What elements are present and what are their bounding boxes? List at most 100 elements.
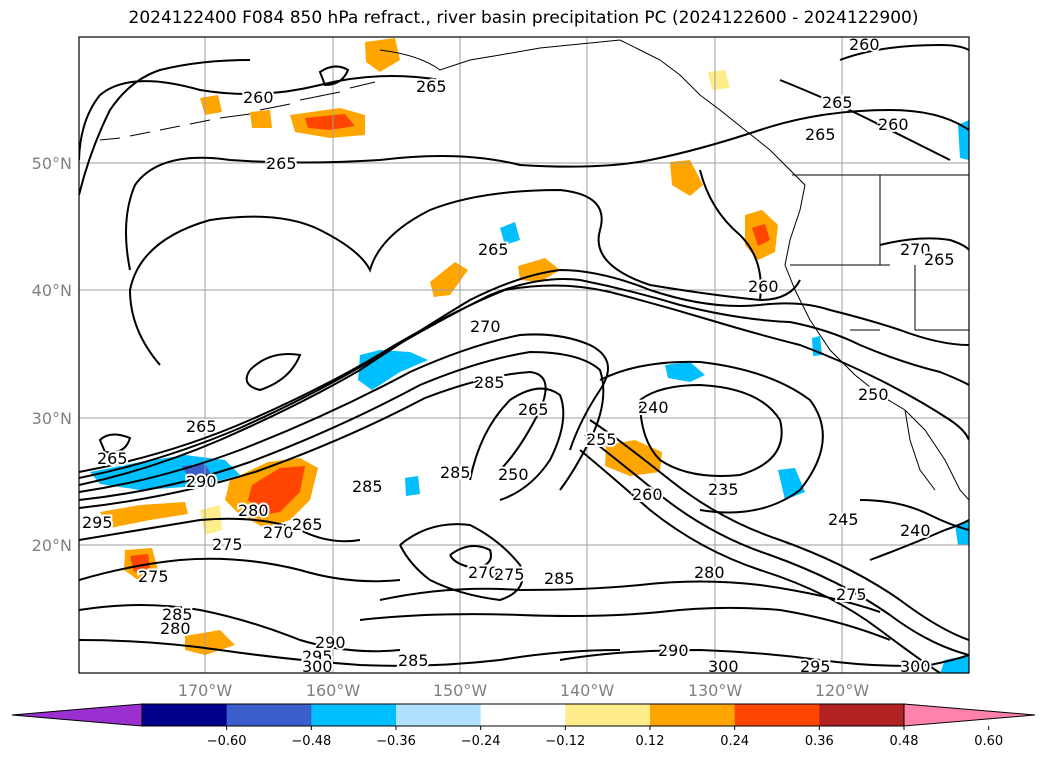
negative-anomaly-patch [958, 120, 969, 160]
strong-positive-anomaly-patch [752, 224, 770, 246]
contour-line [879, 237, 969, 251]
colorbar-tick-label: 0.36 [805, 734, 834, 749]
contour-line [79, 268, 969, 486]
latitude-labels: 50°N 40°N 30°N 20°N [32, 154, 72, 555]
contour-line [79, 75, 441, 161]
contour-line [79, 517, 361, 543]
colorbar-bin [819, 704, 905, 726]
colorbar-bin [734, 704, 820, 726]
contour-line [699, 169, 762, 301]
contour-label: 265 [292, 515, 323, 534]
contour-label: 260 [849, 35, 880, 54]
contour-line [379, 580, 881, 613]
contour-label: 265 [478, 240, 509, 259]
contour-label: 250 [858, 385, 889, 404]
contour-label: 250 [498, 465, 529, 484]
aleutian-islands [99, 81, 376, 141]
contour-label: 270 [468, 563, 499, 582]
colorbar-bin [311, 704, 397, 726]
longitude-labels: 170°W 160°W 150°W 140°W 130°W 120°W [178, 681, 870, 700]
contour-label: 240 [638, 398, 669, 417]
contour-line [79, 370, 547, 509]
colorbar-tick-label: 0.12 [636, 734, 665, 749]
contour-line [584, 434, 969, 656]
contour-label: 275 [212, 535, 243, 554]
coastlines [99, 39, 969, 501]
negative-anomaly-patch [665, 362, 705, 382]
contour-label: 290 [186, 472, 217, 491]
contour-label: 285 [352, 477, 383, 496]
alaska-coastline [379, 39, 806, 186]
positive-anomaly-patch [250, 110, 272, 128]
light-positive-anomaly-patch [708, 70, 730, 90]
contour-line [599, 360, 824, 514]
colorbar-tick-label: 0.48 [890, 734, 919, 749]
contour-label: 285 [398, 651, 429, 670]
contour-line [449, 545, 492, 570]
contour-label: 285 [162, 605, 193, 624]
contour-line [245, 353, 302, 392]
contour-label: 295 [800, 657, 831, 676]
colorbar-bin [480, 704, 566, 726]
contour-line [79, 59, 251, 196]
positive-anomaly-patch [100, 502, 188, 528]
contour-line [559, 648, 969, 667]
contour-line [469, 387, 565, 501]
contour-label: 245 [828, 510, 859, 529]
contour-label: 265 [186, 417, 217, 436]
colorbar-extend-high [903, 703, 1036, 727]
contour-label: 270 [900, 240, 931, 259]
contour-label: 255 [586, 430, 617, 449]
colorbar-bin [650, 704, 736, 726]
contour-label: 265 [822, 93, 853, 112]
contour-label: 285 [544, 569, 575, 588]
contour-label: 295 [302, 647, 333, 666]
contour-label: 285 [440, 463, 471, 482]
colorbar-tick-label: 0.60 [974, 734, 1003, 749]
contour-label: 265 [266, 154, 297, 173]
lon-label-170w: 170°W [178, 681, 233, 700]
colorbar-bin [142, 704, 228, 726]
colorbar-tick-label: −0.12 [545, 734, 585, 749]
colorbar-tick-label: −0.36 [376, 734, 416, 749]
contour-label: 290 [315, 633, 346, 652]
contour-label: 275 [138, 567, 169, 586]
negative-anomaly-patch [940, 655, 969, 673]
lon-label-130w: 130°W [688, 681, 743, 700]
contour-label: 260 [748, 277, 779, 296]
contour-line [79, 557, 401, 583]
contour-label: 235 [708, 480, 739, 499]
lon-label-140w: 140°W [560, 681, 615, 700]
positive-anomaly-patch [670, 160, 703, 196]
colorbar-tick-label: −0.24 [461, 734, 501, 749]
baja-coastline [904, 409, 936, 491]
contour-line [128, 188, 801, 366]
positive-anomaly-patch [605, 440, 662, 476]
colorbar-tick-label: 0.24 [720, 734, 749, 749]
contour-label: 265 [805, 125, 836, 144]
contour-label: 240 [900, 521, 931, 540]
contour-label: 290 [658, 641, 689, 660]
colorbar-bin [565, 704, 651, 726]
contour-label: 280 [160, 619, 191, 638]
contour-label: 265 [416, 77, 447, 96]
contour-line [98, 433, 132, 454]
contour-label: 295 [82, 513, 113, 532]
contour-label: 265 [97, 449, 128, 468]
contour-labels: 260 265 260 265 265 260 265 265 260 270 … [80, 35, 957, 676]
contour-label: 300 [900, 657, 931, 676]
contour-line [589, 419, 969, 641]
contour-line [579, 449, 941, 673]
contour-label: 265 [518, 400, 549, 419]
contour-line [399, 523, 524, 602]
contour-line [839, 43, 969, 61]
strong-positive-anomaly-patch [305, 114, 355, 130]
colorbar-bin [396, 704, 482, 726]
contour-label: 275 [836, 585, 867, 604]
contour-line [318, 65, 350, 87]
plot-title: 2024122400 F084 850 hPa refract., river … [128, 8, 919, 28]
contour-line [79, 639, 621, 667]
colorbar-extend-low [11, 703, 143, 727]
lat-label-40n: 40°N [32, 281, 72, 300]
positive-anomaly-patch [365, 38, 400, 72]
